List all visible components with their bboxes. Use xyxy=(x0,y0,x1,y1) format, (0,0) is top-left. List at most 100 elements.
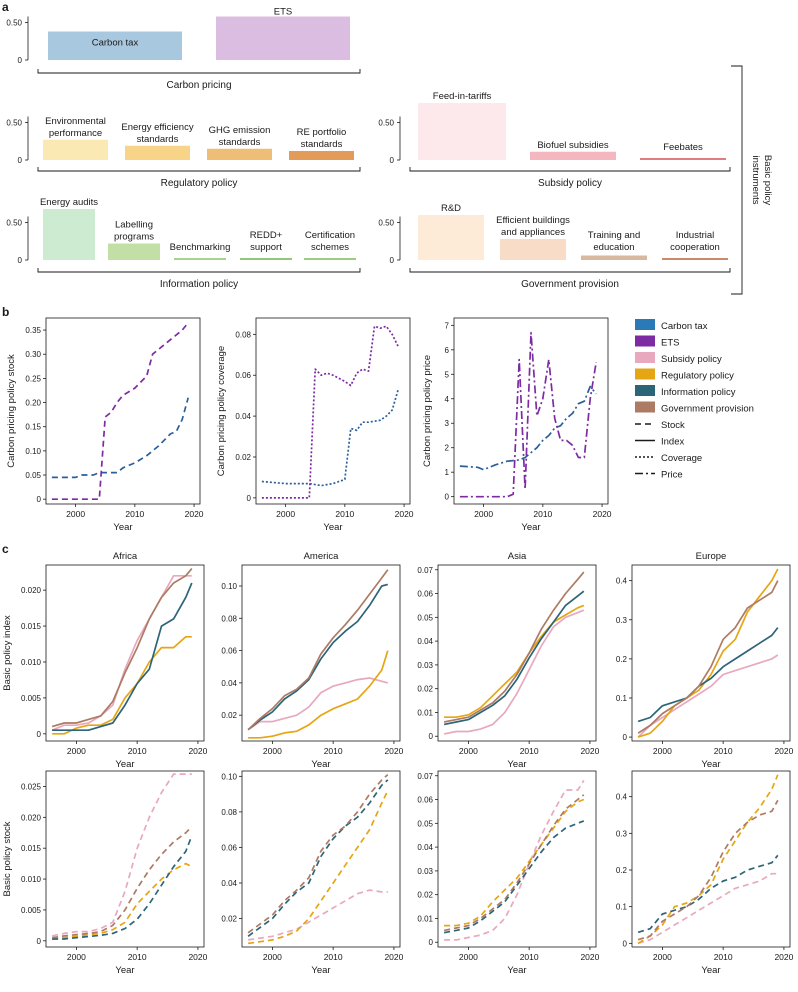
legend-label: Regulatory policy xyxy=(661,371,734,382)
plot-title: Africa xyxy=(113,551,138,562)
group-bracket xyxy=(37,69,361,74)
bar-label: standards xyxy=(301,139,343,150)
series-subsidy xyxy=(247,889,388,941)
y-axis-label: Basic policy stock xyxy=(2,821,13,896)
x-tick-label: 2010 xyxy=(128,746,147,756)
y-tick-label: 0.06 xyxy=(235,371,251,380)
y-tick-label: 0.04 xyxy=(221,679,237,688)
group-name: Information policy xyxy=(160,279,238,290)
y-tick-label: 0.07 xyxy=(417,566,433,575)
series-regulatory xyxy=(444,798,585,927)
bar-label: Certification xyxy=(305,230,355,241)
y-tick-label: 0.02 xyxy=(235,453,251,462)
y-tick-label-a: 0 xyxy=(18,156,23,165)
y-tick-label: 0.04 xyxy=(221,879,237,888)
y-tick-label: 0.04 xyxy=(417,637,433,646)
y-tick-label: 6 xyxy=(445,346,450,355)
group-name: Regulatory policy xyxy=(161,178,238,189)
series-information xyxy=(52,835,193,940)
x-tick-label: 2020 xyxy=(185,509,204,519)
y-tick-label: 0.03 xyxy=(417,661,433,670)
y-tick-label: 0.020 xyxy=(21,586,42,595)
bar-label: education xyxy=(593,242,634,253)
x-tick-label: 2000 xyxy=(263,952,282,962)
bar-feebates xyxy=(640,158,726,160)
y-tick-label: 0.05 xyxy=(25,471,41,480)
bar-energy-efficiency-standards xyxy=(125,145,190,160)
series-information xyxy=(247,583,389,731)
bar-label: Feed-in-tariffs xyxy=(433,91,492,102)
series-line xyxy=(261,389,400,487)
plot-frame xyxy=(45,317,201,505)
x-tick-label: 2010 xyxy=(128,952,147,962)
bar-label: and appliances xyxy=(501,227,565,238)
plot-frame xyxy=(241,564,401,742)
y-tick-label: 0 xyxy=(37,495,42,504)
y-tick-label: 0.05 xyxy=(417,819,433,828)
y-tick-label: 0.07 xyxy=(417,772,433,781)
y-tick-label: 0.1 xyxy=(616,903,628,912)
y-tick-label: 0.2 xyxy=(616,866,628,875)
bar-carbon-tax xyxy=(48,31,182,60)
bar-environmental-performance xyxy=(43,139,108,160)
series-government xyxy=(443,794,585,932)
panel-label-c: c xyxy=(2,542,9,556)
legend-label: Index xyxy=(661,437,684,448)
bar-labelling-programs xyxy=(108,243,160,260)
bar-label: Carbon tax xyxy=(92,38,139,49)
x-tick-label: 2000 xyxy=(66,509,85,519)
basic-policy-label: Basic policyinstruments xyxy=(750,155,773,205)
y-tick-label: 0.06 xyxy=(417,590,433,599)
legend-label: Carbon tax xyxy=(661,321,708,332)
series-government xyxy=(247,569,389,731)
bar-label: Training and xyxy=(588,230,640,241)
bar-feed-in-tariffs xyxy=(418,103,506,160)
legend-label: Stock xyxy=(661,420,685,431)
y-tick-label: 0.05 xyxy=(417,613,433,622)
y-tick-label: 0.04 xyxy=(417,843,433,852)
x-axis-label: Year xyxy=(323,522,342,533)
y-tick-label: 0.010 xyxy=(21,658,42,667)
group-name: Subsidy policy xyxy=(538,178,602,189)
plot-frame xyxy=(45,564,205,742)
plot-title: America xyxy=(304,551,340,562)
x-tick-label: 2000 xyxy=(67,952,86,962)
y-tick-label: 0.005 xyxy=(21,694,42,703)
y-tick-label: 0 xyxy=(429,732,434,741)
x-axis-label: Year xyxy=(115,759,134,770)
x-tick-label: 2020 xyxy=(774,746,793,756)
x-tick-label: 2010 xyxy=(714,746,733,756)
y-tick-label: 0.08 xyxy=(235,330,251,339)
legend-swatch xyxy=(635,352,655,363)
bar-label: standards xyxy=(137,134,179,145)
x-tick-label: 2010 xyxy=(714,952,733,962)
y-tick-label: 0.06 xyxy=(221,647,237,656)
series-subsidy xyxy=(444,780,585,941)
x-tick-label: 2010 xyxy=(533,509,552,519)
y-tick-label: 0 xyxy=(623,733,628,742)
bar-label: standards xyxy=(219,137,261,148)
y-tick-label: 0.025 xyxy=(21,782,42,791)
x-tick-label: 2010 xyxy=(520,952,539,962)
x-tick-label: 2000 xyxy=(263,746,282,756)
x-tick-label: 2000 xyxy=(459,952,478,962)
series-regulatory xyxy=(637,774,779,945)
bar-label: Environmental xyxy=(45,116,106,127)
bar-label: Labelling xyxy=(115,220,153,231)
bar-label: ETS xyxy=(274,7,292,18)
y-tick-label: 5 xyxy=(445,370,450,379)
series-information xyxy=(247,779,389,937)
series-government xyxy=(51,568,193,728)
y-tick-label: 0 xyxy=(247,494,252,503)
y-tick-label: 0.01 xyxy=(417,914,433,923)
y-tick-label-a: 0.50 xyxy=(6,19,22,28)
y-tick-label: 0.2 xyxy=(616,655,628,664)
y-tick-label-a: 0 xyxy=(18,256,23,265)
series-subsidy xyxy=(637,654,779,738)
bar-ets xyxy=(216,16,350,60)
y-axis-label: Carbon pricing policy price xyxy=(422,355,433,467)
y-tick-label: 0 xyxy=(623,939,628,948)
bar-certification-schemes xyxy=(304,258,356,260)
y-tick-label: 0.08 xyxy=(221,614,237,623)
